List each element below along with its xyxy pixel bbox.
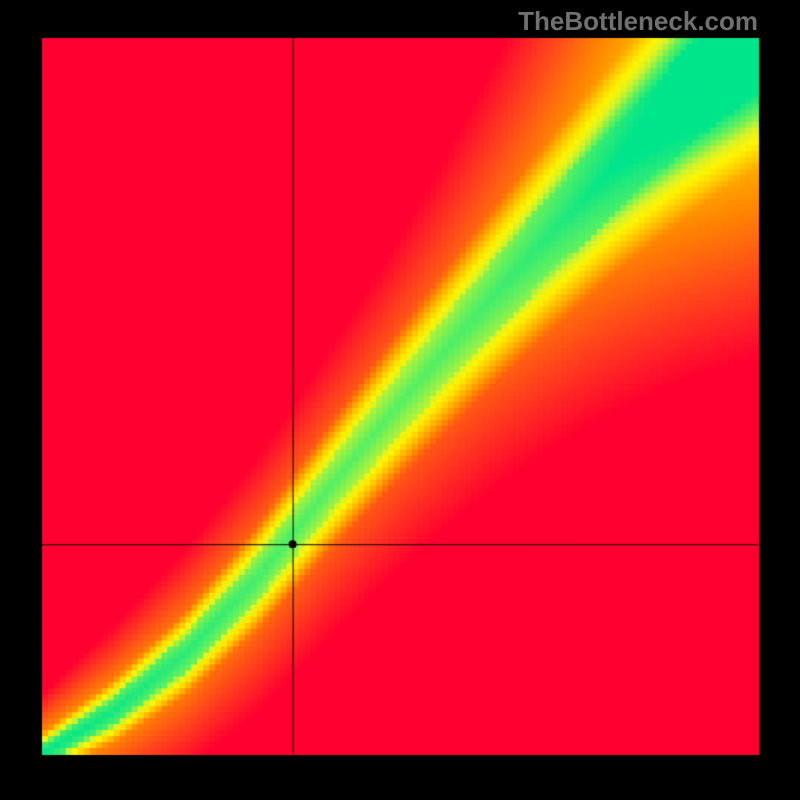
watermark-text: TheBottleneck.com xyxy=(518,6,758,37)
chart-container: TheBottleneck.com xyxy=(0,0,800,800)
bottleneck-heatmap xyxy=(0,0,800,800)
